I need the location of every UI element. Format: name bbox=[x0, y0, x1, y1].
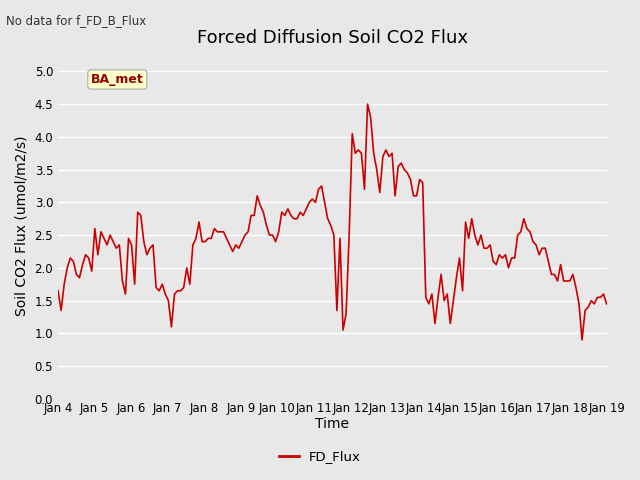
Y-axis label: Soil CO2 Flux (umol/m2/s): Soil CO2 Flux (umol/m2/s) bbox=[15, 135, 29, 315]
Text: No data for f_FD_B_Flux: No data for f_FD_B_Flux bbox=[6, 14, 147, 27]
Text: BA_met: BA_met bbox=[91, 73, 144, 86]
Legend: FD_Flux: FD_Flux bbox=[274, 445, 366, 468]
X-axis label: Time: Time bbox=[316, 418, 349, 432]
Title: Forced Diffusion Soil CO2 Flux: Forced Diffusion Soil CO2 Flux bbox=[197, 29, 468, 48]
